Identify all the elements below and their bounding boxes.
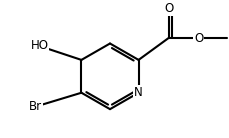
Text: Br: Br (29, 100, 42, 113)
Text: O: O (163, 2, 172, 15)
Text: O: O (193, 31, 202, 45)
Text: HO: HO (30, 39, 48, 52)
Text: N: N (134, 86, 142, 99)
